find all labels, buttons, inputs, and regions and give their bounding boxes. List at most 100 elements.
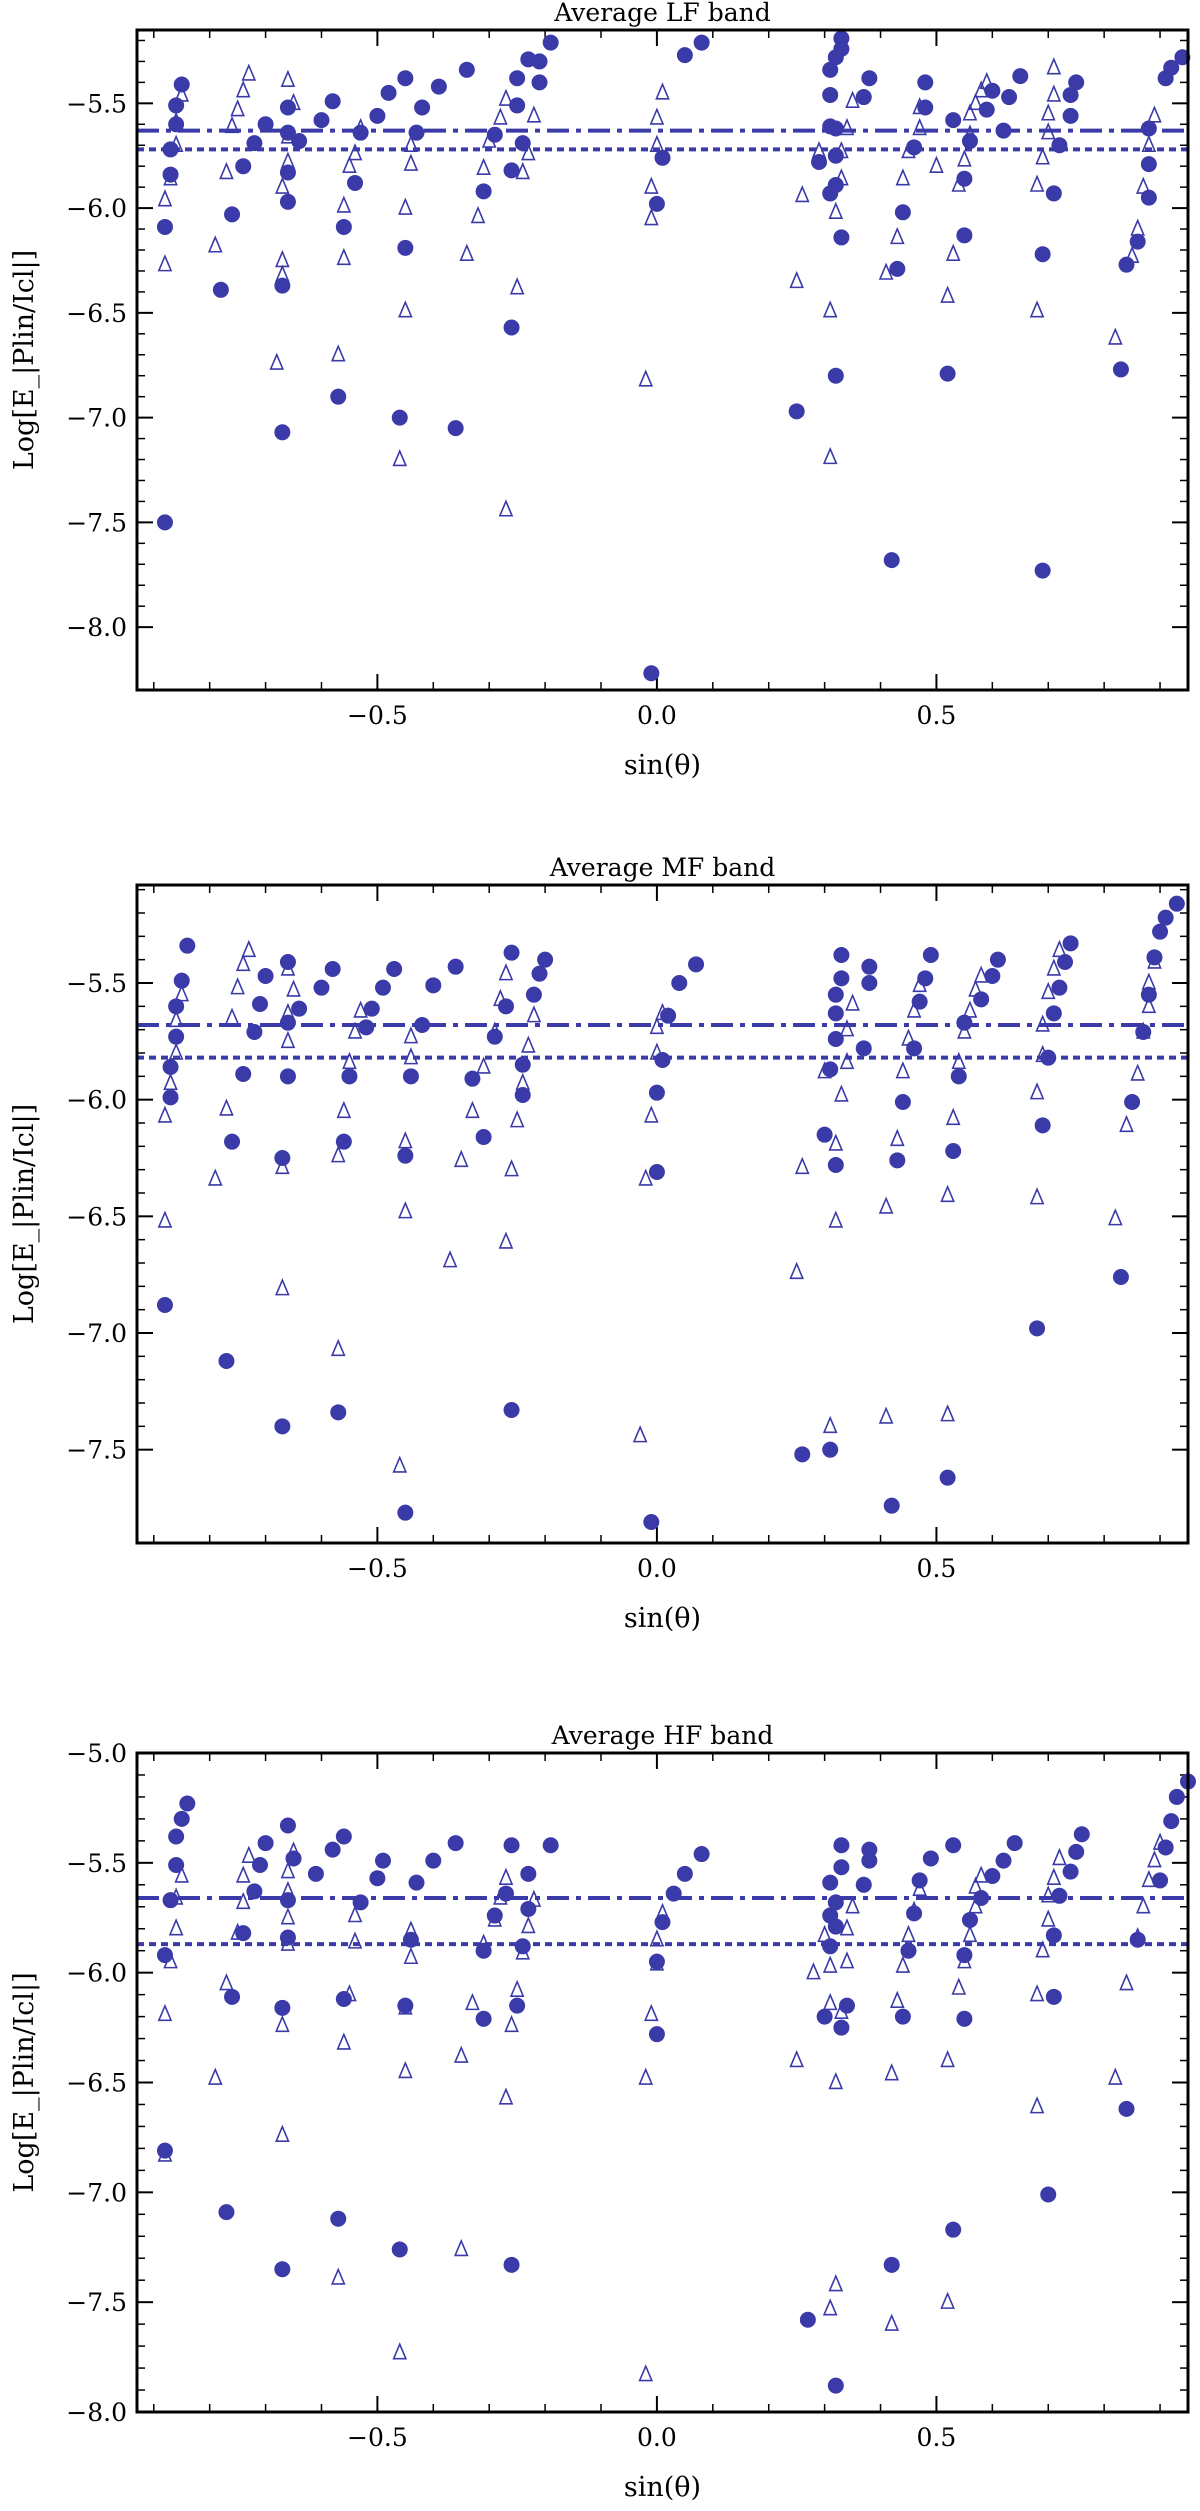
data-point-triangle <box>174 84 190 102</box>
data-point-circle <box>838 1997 855 2014</box>
data-point-triangle <box>643 1105 659 1123</box>
data-point-circle <box>995 1852 1012 1869</box>
data-point-triangle <box>1035 1014 1050 1032</box>
data-point-triangle <box>878 1406 894 1424</box>
x-axis-title: sin(θ) <box>624 2472 701 2503</box>
data-point-triangle <box>940 2291 955 2309</box>
x-tick-label: 0.0 <box>637 1554 677 1583</box>
data-point-circle <box>816 1126 833 1143</box>
data-point-circle <box>1051 1887 1068 1904</box>
data-point-circle <box>861 958 878 975</box>
data-point-circle <box>894 1094 911 1110</box>
data-point-triangle <box>1035 1940 1050 1958</box>
data-point-triangle <box>1040 981 1056 1000</box>
data-point-circle <box>1140 986 1157 1003</box>
data-point-circle <box>1112 1269 1129 1285</box>
data-point-circle <box>688 956 705 973</box>
data-point-circle <box>883 2256 900 2273</box>
data-point-circle <box>1140 156 1157 173</box>
data-point-circle <box>464 1070 481 1087</box>
data-point-triangle <box>655 1002 670 1021</box>
y-axis-title: Log[E_|Plin/Icl|] <box>9 1972 40 2192</box>
data-point-circle <box>537 951 554 968</box>
data-point-triangle <box>638 2364 654 2382</box>
data-point-triangle <box>526 1889 542 1907</box>
x-tick-label: −0.5 <box>347 2423 408 2452</box>
chart-panel-3: Average HF band −8.0 −7.5 −7.0 −6.5 −6.0 −5.5 −… <box>9 1721 1196 2503</box>
data-point-circle <box>827 986 844 1003</box>
data-point-triangle <box>157 2144 173 2162</box>
data-point-triangle <box>655 1902 670 1921</box>
data-point-circle <box>1129 1931 1146 1948</box>
data-point-triangle <box>1029 174 1045 192</box>
data-point-circle <box>509 70 526 87</box>
data-point-triangle <box>280 1861 296 1879</box>
data-point-triangle <box>487 1909 503 1927</box>
data-point-circle <box>956 170 973 187</box>
x-tick-label: 0.5 <box>917 1554 957 1583</box>
data-point-triangle <box>968 92 983 111</box>
data-point-triangle <box>347 1931 363 1949</box>
data-point-circle <box>906 139 923 156</box>
data-point-circle <box>324 1841 341 1858</box>
data-point-circle <box>833 1837 850 1854</box>
data-point-circle <box>1062 935 1079 952</box>
data-point-circle <box>889 1152 906 1169</box>
data-point-circle <box>347 174 364 191</box>
data-point-triangle <box>884 2063 900 2081</box>
data-point-triangle <box>168 1009 184 1028</box>
data-point-circle <box>475 2010 492 2027</box>
data-point-triangle <box>1119 1973 1134 1991</box>
data-point-triangle <box>789 270 804 289</box>
data-point-circle <box>324 961 341 977</box>
data-point-circle <box>307 1865 324 1882</box>
data-point-circle <box>531 965 548 982</box>
data-point-triangle <box>822 2298 838 2316</box>
data-point-triangle <box>1035 1044 1050 1063</box>
data-point-circle <box>257 1835 274 1852</box>
data-point-triangle <box>336 247 352 266</box>
data-point-circle <box>1068 74 1085 91</box>
y-tick-label: −6.5 <box>66 2069 127 2098</box>
data-point-circle <box>883 552 900 569</box>
data-point-triangle <box>347 143 363 161</box>
data-point-circle <box>1140 120 1157 137</box>
data-point-circle <box>520 1900 537 1917</box>
data-point-triangle <box>957 149 972 167</box>
y-tick-label: −5.0 <box>66 1739 127 1768</box>
data-point-circle <box>542 34 559 51</box>
data-point-triangle <box>1135 176 1151 194</box>
data-point-triangle <box>207 1168 223 1186</box>
data-point-triangle <box>973 80 989 98</box>
data-point-circle <box>1045 1988 1062 2005</box>
data-point-triangle <box>342 1051 357 1070</box>
data-point-triangle <box>330 1145 346 1163</box>
data-point-triangle <box>649 134 665 152</box>
data-point-triangle <box>951 1051 967 1070</box>
data-point-triangle <box>219 1973 234 1991</box>
data-point-circle <box>833 2019 850 2036</box>
data-point-triangle <box>1029 1187 1045 1205</box>
data-point-circle <box>906 1905 923 1922</box>
data-point-triangle <box>241 939 257 958</box>
data-point-triangle <box>470 205 486 224</box>
data-point-circle <box>341 1068 358 1085</box>
data-point-circle <box>218 1353 235 1369</box>
data-point-triangle <box>1040 1885 1056 1903</box>
data-point-circle <box>1045 185 1062 202</box>
data-point-circle <box>291 133 308 150</box>
data-point-triangle <box>839 1918 855 1936</box>
data-point-circle <box>894 204 911 221</box>
data-point-circle <box>665 1885 682 1902</box>
data-point-triangle <box>347 1021 363 1039</box>
data-point-triangle <box>1119 1114 1134 1133</box>
data-point-triangle <box>403 134 419 152</box>
data-point-triangle <box>951 174 967 192</box>
data-point-circle <box>1057 954 1074 970</box>
data-point-triangle <box>275 176 290 194</box>
data-point-triangle <box>219 161 234 180</box>
data-point-circle <box>984 82 1001 99</box>
data-point-triangle <box>822 300 838 318</box>
data-point-circle <box>1124 1094 1141 1110</box>
data-point-circle <box>1168 895 1185 912</box>
